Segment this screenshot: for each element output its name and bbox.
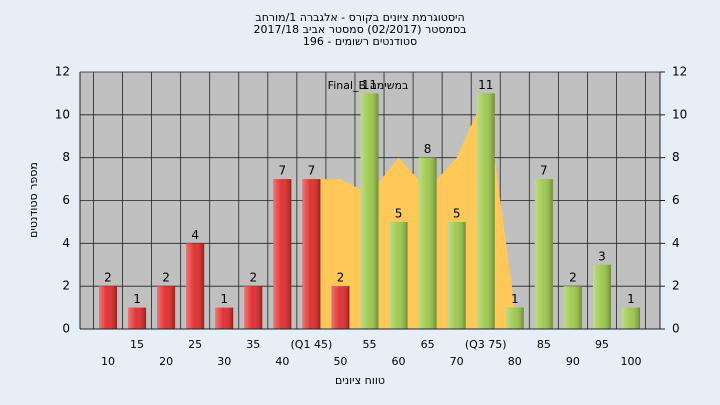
y2-tick-label: 8 bbox=[672, 150, 680, 164]
x-tick-label: 20 bbox=[159, 355, 173, 368]
y-tick-label: 2 bbox=[62, 279, 70, 293]
data-label: 3 bbox=[598, 249, 606, 263]
x-tick-label: (Q1 45) bbox=[291, 338, 333, 351]
data-label: 7 bbox=[308, 164, 316, 178]
y2-tick-label: 6 bbox=[672, 193, 680, 207]
x-tick-label: 80 bbox=[508, 355, 522, 368]
x-tick-label: 95 bbox=[595, 338, 609, 351]
bar-shade bbox=[273, 179, 292, 329]
data-label: 11 bbox=[362, 78, 377, 92]
x-tick-label: 65 bbox=[421, 338, 435, 351]
bar-shade bbox=[186, 243, 205, 329]
bar-shade bbox=[447, 221, 466, 329]
bar-shade bbox=[622, 307, 640, 329]
data-label: 1 bbox=[627, 292, 635, 306]
legend-label: Final_B במשימה bbox=[328, 79, 409, 92]
y-tick-label: 10 bbox=[55, 107, 70, 121]
bar-shade bbox=[215, 307, 234, 329]
data-label: 11 bbox=[478, 78, 493, 92]
x-tick-label: 30 bbox=[217, 355, 231, 368]
chart-title: היסטוגרמת ציונים בקורס - אלגברה 1/מורחב bbox=[255, 11, 464, 24]
bar-shade bbox=[389, 221, 408, 329]
x-tick-label: (Q3 75) bbox=[465, 338, 507, 351]
y-tick-label: 6 bbox=[62, 193, 70, 207]
x-tick-label: 15 bbox=[130, 338, 144, 351]
data-label: 2 bbox=[249, 271, 257, 285]
data-label: 7 bbox=[540, 164, 548, 178]
y2-tick-label: 2 bbox=[672, 279, 680, 293]
y2-tick-label: 12 bbox=[672, 65, 687, 79]
bar-shade bbox=[563, 286, 582, 329]
bar-shade bbox=[331, 286, 350, 329]
data-label: 4 bbox=[191, 228, 199, 242]
x-tick-label: 90 bbox=[566, 355, 580, 368]
bar-shade bbox=[302, 179, 321, 329]
data-label: 2 bbox=[104, 271, 112, 285]
data-label: 2 bbox=[569, 271, 577, 285]
x-axis-label: טווח ציונים bbox=[335, 374, 385, 387]
x-tick-label: 25 bbox=[188, 338, 202, 351]
bar-shade bbox=[534, 179, 553, 329]
data-label: 1 bbox=[511, 292, 519, 306]
bar-shade bbox=[99, 286, 117, 329]
data-label: 2 bbox=[162, 271, 170, 285]
bar-shade bbox=[505, 307, 524, 329]
x-tick-label: 10 bbox=[101, 355, 115, 368]
x-tick-label: 35 bbox=[246, 338, 260, 351]
data-label: 8 bbox=[424, 142, 432, 156]
data-label: 2 bbox=[337, 271, 345, 285]
x-tick-label: 100 bbox=[621, 355, 642, 368]
bar-shade bbox=[476, 93, 495, 330]
bar-shade bbox=[592, 264, 611, 329]
y2-tick-label: 10 bbox=[672, 107, 687, 121]
chart-subtitle: סטודנטים רשומים - 196 bbox=[303, 35, 417, 48]
x-tick-label: 55 bbox=[363, 338, 377, 351]
chart-subtitle: בסמסטר (02/2017) סמסטר אביב 2017/18 bbox=[253, 23, 466, 36]
x-tick-label: 50 bbox=[333, 355, 347, 368]
bar-shade bbox=[360, 93, 379, 330]
bar-shade bbox=[157, 286, 176, 329]
x-tick-label: 70 bbox=[450, 355, 464, 368]
y-tick-label: 0 bbox=[62, 322, 70, 336]
data-label: 5 bbox=[395, 206, 403, 220]
bar-shade bbox=[128, 307, 147, 329]
data-label: 1 bbox=[220, 292, 228, 306]
y-tick-label: 12 bbox=[55, 65, 70, 79]
data-label: 5 bbox=[453, 206, 461, 220]
data-label: 7 bbox=[279, 164, 287, 178]
bar-shade bbox=[418, 157, 437, 329]
y-axis-label: מספר סטודנטים bbox=[27, 162, 40, 238]
bar-shade bbox=[244, 286, 263, 329]
y-tick-label: 4 bbox=[62, 236, 70, 250]
data-label: 1 bbox=[133, 292, 141, 306]
y2-tick-label: 4 bbox=[672, 236, 680, 250]
x-tick-label: 40 bbox=[275, 355, 289, 368]
x-tick-label: 85 bbox=[537, 338, 551, 351]
y-tick-label: 8 bbox=[62, 150, 70, 164]
y2-tick-label: 0 bbox=[672, 322, 680, 336]
x-tick-label: 60 bbox=[392, 355, 406, 368]
